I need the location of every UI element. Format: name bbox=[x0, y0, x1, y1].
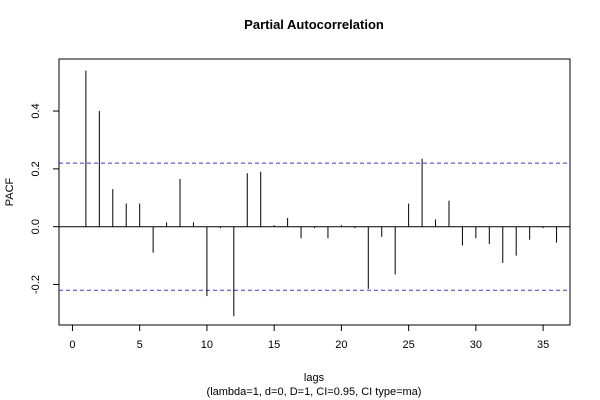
x-tick-label: 0 bbox=[69, 339, 75, 351]
chart-title: Partial Autocorrelation bbox=[244, 17, 384, 32]
plot-layer bbox=[59, 70, 570, 317]
y-tick-label: 0.2 bbox=[30, 161, 42, 176]
y-axis: -0.2 0.0 0.2 0.4 bbox=[30, 103, 60, 294]
y-axis-label: PACF bbox=[4, 177, 16, 206]
x-tick-label: 30 bbox=[470, 339, 482, 351]
x-tick-label: 20 bbox=[335, 339, 347, 351]
x-axis-label: lags bbox=[304, 372, 325, 384]
chart-subtitle: (lambda=1, d=0, D=1, CI=0.95, CI type=ma… bbox=[207, 386, 422, 398]
x-axis: 0 5 10 15 20 25 30 35 bbox=[69, 324, 549, 351]
y-tick-label: 0.0 bbox=[30, 219, 42, 234]
y-tick-label: 0.4 bbox=[30, 103, 42, 118]
y-tick-label: -0.2 bbox=[30, 275, 42, 294]
x-tick-label: 35 bbox=[537, 339, 549, 351]
x-tick-label: 10 bbox=[201, 339, 213, 351]
x-tick-label: 25 bbox=[403, 339, 415, 351]
x-tick-label: 5 bbox=[137, 339, 143, 351]
plot-frame bbox=[58, 58, 571, 326]
x-tick-label: 15 bbox=[268, 339, 280, 351]
